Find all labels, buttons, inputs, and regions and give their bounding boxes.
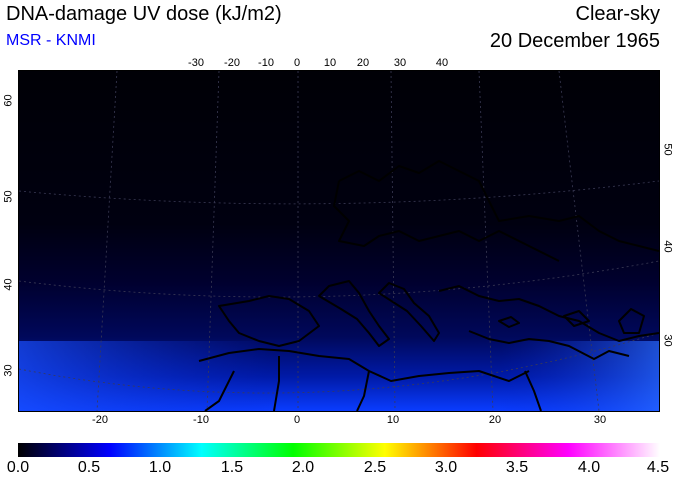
bottom-lon-label: 10: [386, 414, 400, 426]
left-lat-label: 30: [3, 364, 15, 377]
colorbar: [18, 443, 660, 457]
date-label: 20 December 1965: [489, 30, 660, 52]
colorbar-label: 2.5: [363, 459, 387, 476]
colorbar-label: 0.5: [77, 459, 101, 476]
bottom-lon-label: -20: [92, 414, 108, 426]
colorbar-label: 1.5: [220, 459, 244, 476]
source-label: MSR - KNMI: [6, 32, 96, 49]
colorbar-label: 4.0: [577, 459, 601, 476]
right-lat-label: 40: [661, 240, 674, 253]
uv-glow-band: [19, 341, 659, 411]
graticule: [19, 71, 659, 411]
colorbar-label: 1.0: [148, 459, 172, 476]
colorbar-label: 3.0: [434, 459, 458, 476]
top-lon-label: 10: [323, 57, 337, 69]
top-lon-label: -30: [188, 57, 204, 69]
right-lat-label-text: 50: [661, 143, 674, 156]
top-lon-label: -20: [224, 57, 240, 69]
right-lat-label: 50: [661, 143, 674, 156]
top-lon-label: 0: [293, 57, 301, 69]
colorbar-label: 2.0: [291, 459, 315, 476]
right-lat-label: 30: [661, 334, 674, 347]
left-lat-label: 60: [3, 94, 15, 107]
bottom-lon-label: 0: [293, 414, 301, 426]
map-title: DNA-damage UV dose (kJ/m2): [6, 3, 282, 25]
uv-dose-map: [18, 70, 660, 412]
top-lon-label: 30: [393, 57, 407, 69]
colorbar-label: 4.5: [646, 459, 670, 476]
right-lat-label-text: 40: [661, 240, 674, 253]
right-lat-label-text: 30: [661, 334, 674, 347]
left-lat-label-text: 40: [2, 278, 15, 291]
left-lat-label: 50: [3, 190, 15, 203]
coastlines: [198, 160, 659, 411]
top-lon-label: 40: [435, 57, 449, 69]
colorbar-label: 0.0: [6, 459, 30, 476]
map-canvas: [19, 71, 659, 411]
left-lat-label-text: 50: [2, 190, 15, 203]
left-lat-label: 40: [3, 278, 15, 291]
top-lon-label: 20: [356, 57, 370, 69]
sky-condition-label: Clear-sky: [575, 3, 660, 25]
bottom-lon-label: 30: [593, 414, 607, 426]
top-lon-label: -10: [258, 57, 274, 69]
left-lat-label-text: 30: [2, 364, 15, 377]
left-lat-label-text: 60: [2, 94, 15, 107]
bottom-lon-label: 20: [488, 414, 502, 426]
bottom-lon-label: -10: [193, 414, 209, 426]
colorbar-label: 3.5: [505, 459, 529, 476]
